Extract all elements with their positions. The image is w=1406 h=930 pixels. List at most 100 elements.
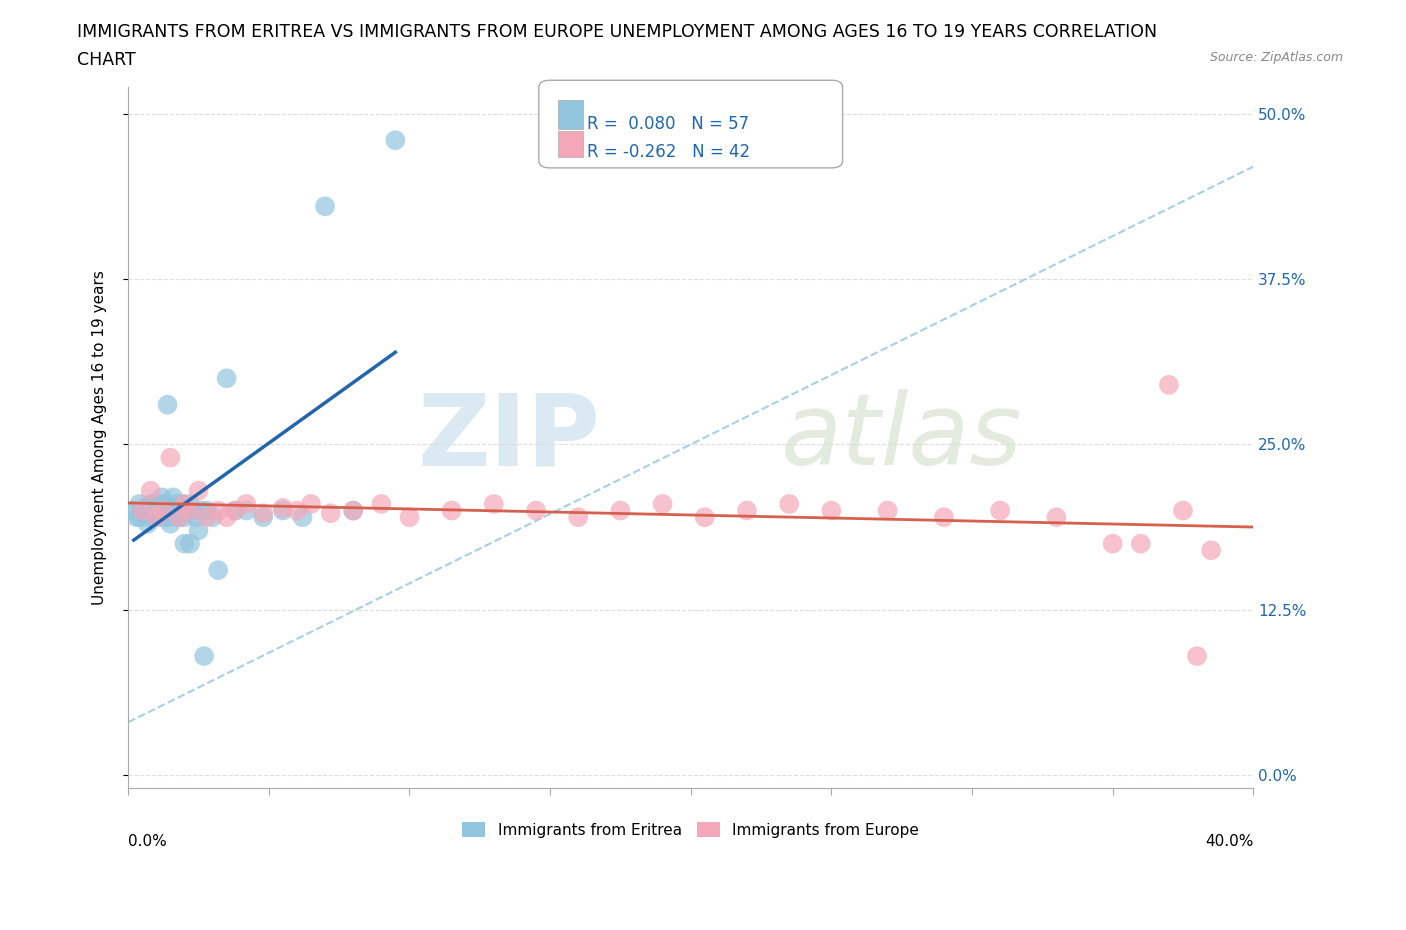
Point: [173, 537, 195, 551]
Point: [179, 503, 201, 518]
Point: [125, 510, 148, 525]
Point: [271, 503, 294, 518]
Point: [134, 500, 156, 515]
Point: [173, 510, 195, 525]
Point: [145, 510, 167, 525]
Point: [1129, 537, 1152, 551]
Text: Source: ZipAtlas.com: Source: ZipAtlas.com: [1209, 51, 1343, 64]
Point: [195, 503, 218, 518]
Point: [252, 510, 274, 525]
Text: R = -0.262   N = 42: R = -0.262 N = 42: [588, 143, 751, 161]
Point: [285, 503, 308, 518]
Text: 40.0%: 40.0%: [1205, 834, 1253, 849]
Point: [139, 510, 162, 525]
Point: [398, 510, 420, 525]
Text: CHART: CHART: [77, 51, 136, 69]
Point: [252, 506, 274, 521]
Point: [128, 497, 150, 512]
Point: [1199, 543, 1222, 558]
Point: [1157, 378, 1180, 392]
Point: [342, 503, 364, 518]
Point: [131, 503, 153, 518]
Point: [524, 503, 547, 518]
Point: [215, 510, 238, 525]
Point: [145, 506, 167, 521]
Point: [207, 563, 229, 578]
Point: [735, 503, 758, 518]
Point: [1045, 510, 1067, 525]
FancyBboxPatch shape: [538, 80, 842, 168]
FancyBboxPatch shape: [558, 131, 582, 157]
Point: [159, 503, 181, 518]
Point: [179, 497, 201, 512]
Point: [148, 497, 170, 512]
Point: [128, 510, 150, 525]
Point: [156, 397, 179, 412]
Point: [693, 510, 716, 525]
Point: [820, 503, 842, 518]
Point: [778, 497, 800, 512]
Point: [567, 510, 589, 525]
Point: [1171, 503, 1194, 518]
Point: [187, 484, 209, 498]
Point: [134, 507, 156, 522]
Point: [1101, 537, 1123, 551]
Point: [651, 497, 673, 512]
Point: [207, 503, 229, 518]
Point: [314, 199, 336, 214]
Point: [159, 516, 181, 531]
Point: [271, 500, 294, 515]
Text: atlas: atlas: [780, 390, 1022, 486]
Point: [384, 133, 406, 148]
Point: [167, 503, 190, 518]
Point: [224, 503, 246, 518]
Point: [184, 510, 207, 525]
Point: [291, 510, 314, 525]
Point: [187, 523, 209, 538]
Point: [215, 371, 238, 386]
Point: [224, 503, 246, 518]
Point: [153, 503, 176, 518]
Point: [139, 484, 162, 498]
Point: [131, 503, 153, 518]
Point: [181, 503, 204, 518]
Point: [150, 490, 173, 505]
Point: [167, 510, 190, 525]
Point: [370, 497, 392, 512]
Point: [142, 497, 165, 512]
Point: [122, 503, 145, 518]
Point: [319, 506, 342, 521]
Text: ZIP: ZIP: [418, 390, 600, 486]
Point: [609, 503, 631, 518]
Text: R =  0.080   N = 57: R = 0.080 N = 57: [588, 115, 749, 133]
Point: [195, 510, 218, 525]
Point: [139, 497, 162, 512]
Point: [235, 497, 257, 512]
Point: [201, 510, 224, 525]
Point: [235, 503, 257, 518]
Point: [179, 537, 201, 551]
Legend: Immigrants from Eritrea, Immigrants from Europe: Immigrants from Eritrea, Immigrants from…: [457, 816, 925, 844]
Point: [193, 648, 215, 663]
Point: [482, 497, 505, 512]
Point: [145, 500, 167, 515]
Point: [150, 503, 173, 518]
Point: [170, 497, 193, 512]
Text: 0.0%: 0.0%: [128, 834, 167, 849]
Point: [159, 450, 181, 465]
Point: [299, 497, 322, 512]
Point: [440, 503, 463, 518]
Point: [131, 506, 153, 521]
Point: [145, 510, 167, 525]
Point: [150, 510, 173, 525]
Text: IMMIGRANTS FROM ERITREA VS IMMIGRANTS FROM EUROPE UNEMPLOYMENT AMONG AGES 16 TO : IMMIGRANTS FROM ERITREA VS IMMIGRANTS FR…: [77, 23, 1157, 41]
Point: [153, 510, 176, 525]
Point: [988, 503, 1011, 518]
Point: [173, 497, 195, 512]
Point: [167, 510, 190, 525]
Y-axis label: Unemployment Among Ages 16 to 19 years: Unemployment Among Ages 16 to 19 years: [93, 271, 107, 605]
Point: [142, 503, 165, 518]
Point: [165, 510, 187, 525]
Point: [153, 497, 176, 512]
Point: [156, 510, 179, 525]
